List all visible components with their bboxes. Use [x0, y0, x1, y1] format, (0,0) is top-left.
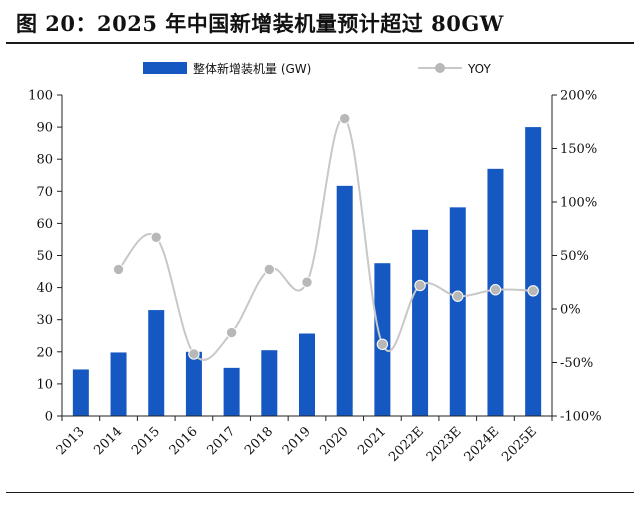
left-tick-label: 50: [36, 249, 53, 264]
legend: 整体新增装机量 (GW) YOY: [143, 61, 491, 76]
right-tick-label: 200%: [560, 89, 597, 104]
left-tick-label: 0: [45, 410, 53, 425]
right-tick-label: -50%: [560, 356, 593, 371]
bar-series: [72, 127, 542, 416]
left-y-axis: 0 10 20 30 40 50 60 70 80 90 100: [28, 89, 63, 425]
right-y-axis: -100% -50% 0% 50% 100% 150% 200%: [551, 89, 602, 425]
x-tick-label: 2015: [129, 424, 163, 458]
left-tick-label: 60: [36, 217, 53, 232]
legend-bar-label: 整体新增装机量 (GW): [193, 61, 311, 76]
yoy-point-2019: [301, 276, 313, 288]
chart-title: 图 20：2025 年中国新增装机量预计超过 80GW: [16, 11, 504, 36]
bar-2019: [299, 333, 315, 416]
x-tick-label: 2014: [91, 424, 125, 458]
left-tick-label: 20: [36, 345, 53, 360]
right-tick-label: 50%: [560, 249, 589, 264]
x-tick-label: 2018: [242, 424, 276, 458]
right-tick-label: -100%: [560, 410, 602, 425]
bar-2020: [336, 185, 353, 416]
yoy-point-2021: [376, 338, 389, 351]
left-tick-label: 30: [36, 313, 53, 328]
yoy-point-2018: [263, 263, 276, 276]
yoy-point-2015: [150, 231, 162, 244]
x-tick-label: 2025E: [499, 424, 540, 465]
left-tick-label: 10: [36, 377, 53, 392]
yoy-point-2017: [225, 326, 238, 339]
title-bar: 图 20：2025 年中国新增装机量预计超过 80GW: [6, 4, 634, 44]
yoy-point-2022e: [414, 279, 426, 292]
bar-2017: [223, 367, 240, 416]
right-tick-label: 150%: [560, 142, 597, 157]
left-tick-label: 100: [28, 89, 53, 104]
yoy-point-2025e: [527, 285, 539, 297]
bar-2013: [72, 369, 89, 416]
yoy-point-2014: [112, 263, 125, 276]
x-tick-label: 2019: [280, 424, 314, 458]
left-tick-label: 90: [36, 121, 53, 136]
yoy-line-series: [112, 112, 539, 361]
yoy-point-2024e: [489, 284, 502, 296]
x-tick-label: 2013: [54, 424, 88, 458]
bar-2015: [148, 310, 165, 416]
right-tick-label: 100%: [560, 196, 597, 211]
x-tick-label: 2017: [204, 424, 238, 458]
left-tick-label: 80: [36, 153, 53, 168]
legend-bar-swatch: [143, 62, 187, 74]
bar-2025e: [525, 127, 542, 416]
x-tick-label: 2020: [318, 424, 352, 458]
x-axis: 2013 2014 2015 2016 2017 2018 2019 2020 20212022…: [54, 415, 553, 465]
legend-line-marker: [435, 63, 445, 73]
x-tick-label: 2024E: [462, 424, 503, 465]
yoy-point-2020: [338, 112, 351, 125]
legend-line-label: YOY: [467, 62, 491, 76]
left-tick-label: 40: [36, 281, 53, 296]
right-tick-label: 0%: [560, 303, 581, 318]
yoy-point-2016: [188, 348, 200, 360]
x-tick-label: 2021: [355, 424, 389, 458]
x-tick-label: 2023E: [424, 424, 465, 465]
x-tick-label: 2022E: [386, 424, 427, 465]
left-tick-label: 70: [36, 185, 53, 200]
yoy-line: [117, 117, 534, 361]
bar-2014: [110, 352, 127, 416]
bar-2022e: [412, 229, 429, 416]
x-tick-label: 2016: [167, 424, 201, 458]
bottom-rule: [6, 492, 634, 493]
bar-2018: [261, 350, 278, 416]
bar-2023e: [449, 207, 466, 416]
bar-2016: [185, 351, 202, 416]
yoy-point-2023e: [452, 290, 464, 302]
